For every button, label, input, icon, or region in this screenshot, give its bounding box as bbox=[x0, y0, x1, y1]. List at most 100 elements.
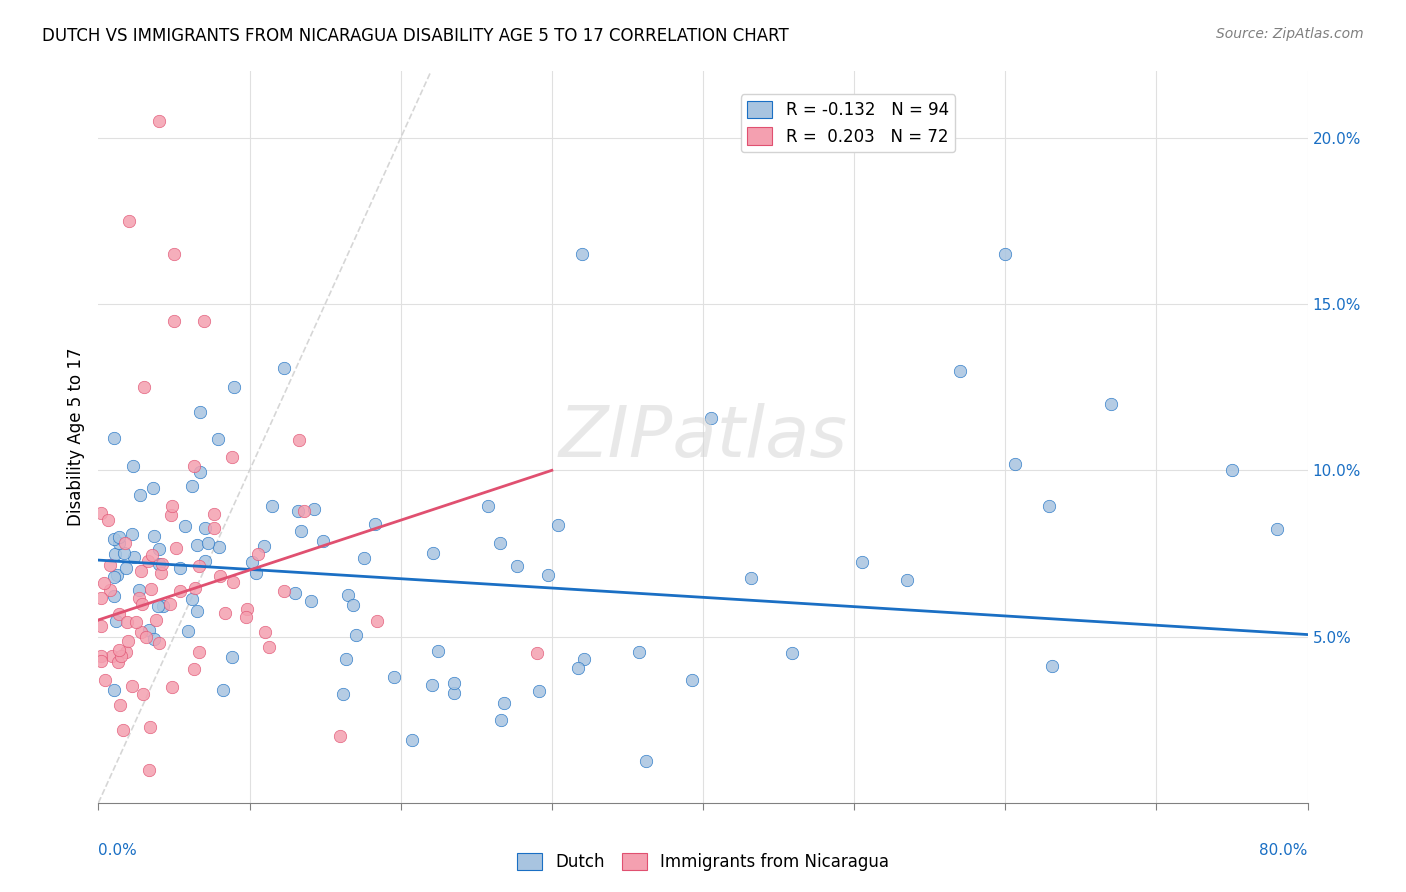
Immigrants from Nicaragua bbox=[112, 723, 135, 738]
Dutch bbox=[287, 504, 309, 518]
Immigrants from Nicaragua bbox=[273, 583, 295, 598]
Dutch bbox=[634, 755, 657, 769]
Dutch bbox=[104, 547, 127, 561]
Dutch bbox=[1267, 522, 1289, 536]
Dutch bbox=[443, 686, 465, 700]
Immigrants from Nicaragua bbox=[253, 624, 276, 639]
Immigrants from Nicaragua bbox=[193, 314, 215, 328]
Immigrants from Nicaragua bbox=[150, 557, 173, 571]
Legend: Dutch, Immigrants from Nicaragua: Dutch, Immigrants from Nicaragua bbox=[510, 846, 896, 878]
Dutch bbox=[122, 550, 145, 565]
Dutch bbox=[547, 518, 569, 533]
Dutch bbox=[115, 561, 138, 575]
Dutch bbox=[112, 546, 135, 560]
Immigrants from Nicaragua bbox=[163, 247, 186, 261]
Immigrants from Nicaragua bbox=[110, 649, 132, 664]
Immigrants from Nicaragua bbox=[108, 643, 131, 657]
Immigrants from Nicaragua bbox=[202, 520, 225, 534]
Dutch bbox=[197, 536, 219, 550]
Dutch bbox=[186, 604, 208, 618]
Dutch bbox=[401, 733, 423, 747]
Dutch bbox=[194, 521, 217, 535]
Dutch bbox=[342, 599, 364, 613]
Immigrants from Nicaragua bbox=[222, 574, 245, 589]
Dutch bbox=[103, 570, 125, 584]
Immigrants from Nicaragua bbox=[148, 114, 170, 128]
Immigrants from Nicaragua bbox=[136, 553, 159, 567]
Dutch bbox=[207, 432, 229, 446]
Immigrants from Nicaragua bbox=[165, 541, 187, 556]
Dutch bbox=[1099, 397, 1122, 411]
Dutch bbox=[302, 501, 325, 516]
Dutch bbox=[994, 247, 1017, 261]
Dutch bbox=[332, 687, 354, 701]
Dutch bbox=[337, 588, 360, 602]
Immigrants from Nicaragua bbox=[115, 615, 138, 629]
Dutch bbox=[443, 675, 465, 690]
Immigrants from Nicaragua bbox=[108, 607, 131, 621]
Y-axis label: Disability Age 5 to 17: Disability Age 5 to 17 bbox=[66, 348, 84, 526]
Immigrants from Nicaragua bbox=[90, 619, 112, 633]
Immigrants from Nicaragua bbox=[163, 314, 186, 328]
Dutch bbox=[506, 559, 529, 574]
Legend: R = -0.132   N = 94, R =  0.203   N = 72: R = -0.132 N = 94, R = 0.203 N = 72 bbox=[741, 95, 956, 153]
Dutch bbox=[290, 524, 312, 538]
Dutch bbox=[128, 488, 150, 502]
Dutch bbox=[427, 644, 450, 658]
Dutch bbox=[253, 540, 276, 554]
Immigrants from Nicaragua bbox=[90, 591, 112, 605]
Dutch bbox=[477, 499, 499, 513]
Immigrants from Nicaragua bbox=[114, 536, 136, 550]
Immigrants from Nicaragua bbox=[98, 583, 121, 598]
Immigrants from Nicaragua bbox=[93, 576, 115, 591]
Dutch bbox=[299, 594, 322, 608]
Immigrants from Nicaragua bbox=[257, 640, 280, 654]
Dutch bbox=[1038, 499, 1060, 513]
Immigrants from Nicaragua bbox=[159, 508, 181, 522]
Dutch bbox=[240, 555, 263, 569]
Immigrants from Nicaragua bbox=[141, 548, 163, 562]
Dutch bbox=[186, 538, 208, 552]
Dutch bbox=[138, 623, 160, 637]
Immigrants from Nicaragua bbox=[93, 673, 115, 687]
Immigrants from Nicaragua bbox=[329, 729, 352, 743]
Dutch bbox=[177, 624, 200, 639]
Dutch bbox=[224, 380, 246, 394]
Dutch bbox=[143, 632, 166, 647]
Immigrants from Nicaragua bbox=[366, 614, 388, 628]
Dutch bbox=[152, 599, 174, 613]
Dutch bbox=[335, 652, 357, 666]
Dutch bbox=[382, 670, 405, 684]
Dutch bbox=[211, 682, 233, 697]
Dutch bbox=[142, 529, 165, 543]
Immigrants from Nicaragua bbox=[187, 645, 209, 659]
Immigrants from Nicaragua bbox=[187, 558, 209, 573]
Immigrants from Nicaragua bbox=[128, 591, 150, 605]
Immigrants from Nicaragua bbox=[135, 630, 157, 644]
Immigrants from Nicaragua bbox=[115, 645, 138, 659]
Immigrants from Nicaragua bbox=[129, 564, 152, 578]
Dutch bbox=[103, 589, 125, 603]
Dutch bbox=[420, 678, 443, 692]
Dutch bbox=[146, 599, 169, 613]
Dutch bbox=[103, 431, 125, 445]
Immigrants from Nicaragua bbox=[169, 583, 191, 598]
Immigrants from Nicaragua bbox=[118, 214, 141, 228]
Dutch bbox=[896, 573, 918, 587]
Immigrants from Nicaragua bbox=[117, 634, 139, 648]
Immigrants from Nicaragua bbox=[132, 380, 155, 394]
Immigrants from Nicaragua bbox=[90, 654, 112, 668]
Immigrants from Nicaragua bbox=[183, 662, 205, 676]
Dutch bbox=[273, 360, 295, 375]
Dutch bbox=[108, 530, 131, 544]
Dutch bbox=[169, 561, 191, 575]
Dutch bbox=[537, 568, 560, 582]
Dutch bbox=[284, 585, 307, 599]
Dutch bbox=[128, 582, 150, 597]
Immigrants from Nicaragua bbox=[125, 615, 148, 630]
Dutch bbox=[494, 697, 516, 711]
Dutch bbox=[567, 661, 589, 675]
Dutch bbox=[121, 526, 143, 541]
Dutch bbox=[208, 541, 231, 555]
Dutch bbox=[489, 713, 512, 727]
